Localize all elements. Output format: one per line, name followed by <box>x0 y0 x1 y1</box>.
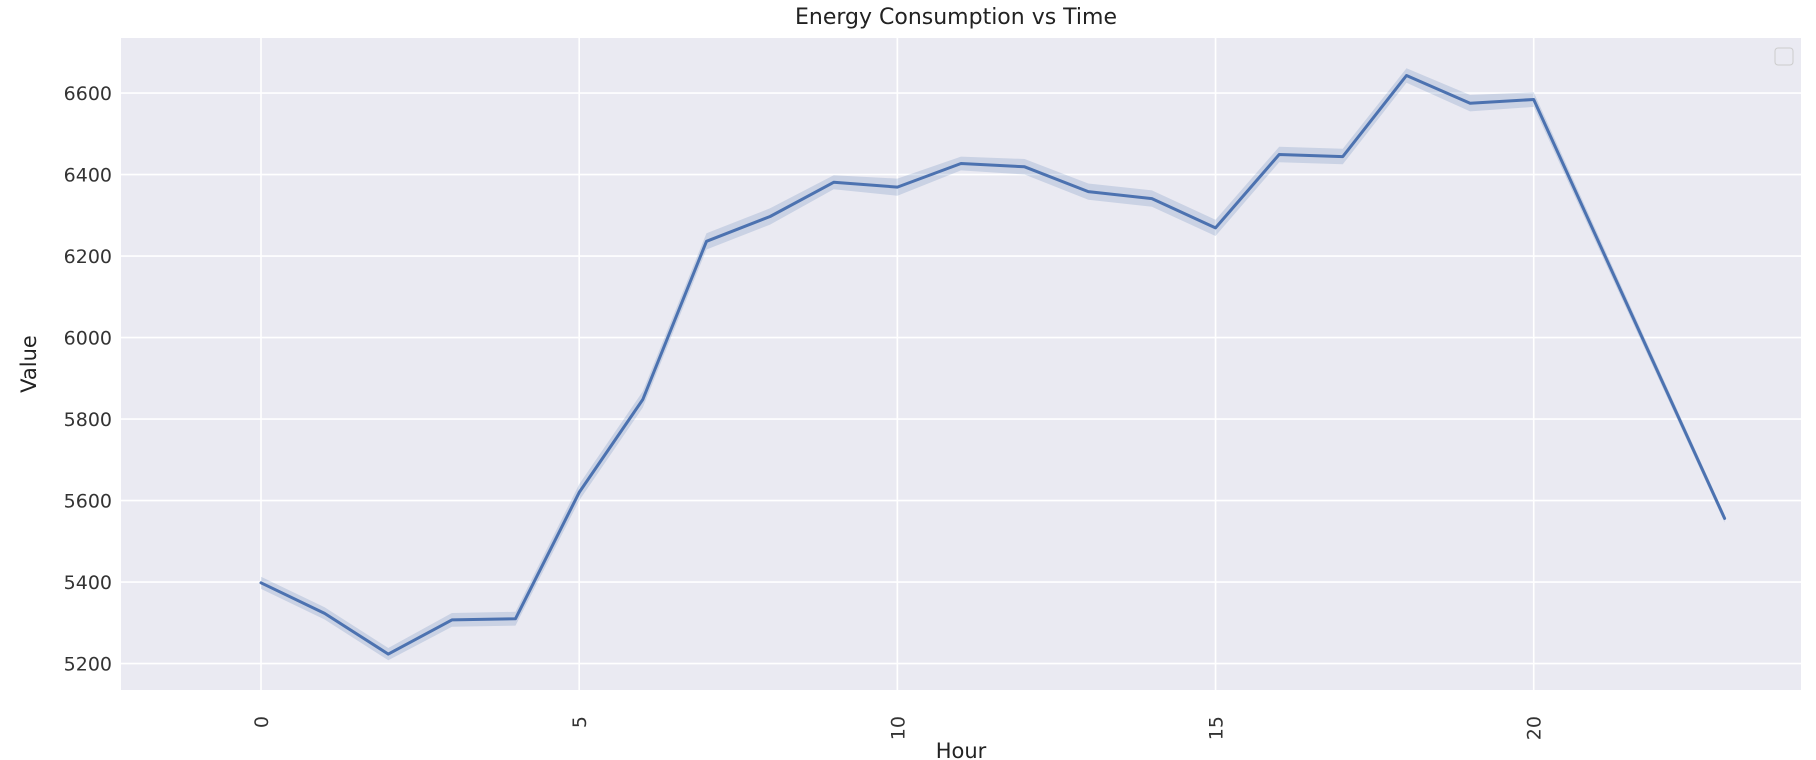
data-point-2 <box>386 652 390 656</box>
x-axis-title: Hour <box>936 739 987 760</box>
y-tick-labels: 5200 5400 5600 5800 6000 6200 6400 6600 <box>64 83 112 676</box>
y-tick-label-1: 5400 <box>64 572 112 594</box>
y-tick-label-4: 6000 <box>64 328 112 350</box>
data-point-14 <box>1150 197 1154 201</box>
data-point-10 <box>895 185 899 189</box>
data-point-12 <box>1023 165 1027 169</box>
x-tick-label-4: 20 <box>1524 716 1546 740</box>
data-point-8 <box>768 215 772 219</box>
data-point-15 <box>1214 226 1218 230</box>
data-point-1 <box>323 611 327 615</box>
data-point-5 <box>577 490 581 494</box>
data-point-17 <box>1341 155 1345 159</box>
data-point-21 <box>1723 516 1727 520</box>
data-point-3 <box>450 618 454 622</box>
data-point-18 <box>1405 74 1409 78</box>
data-point-11 <box>959 162 963 166</box>
series-line-layer <box>259 74 1727 656</box>
data-point-4 <box>514 617 518 621</box>
data-point-6 <box>641 398 645 402</box>
y-tick-label-3: 5800 <box>64 409 112 431</box>
series-line <box>259 74 1727 656</box>
data-point-16 <box>1277 153 1281 157</box>
legend-box <box>1774 47 1794 66</box>
y-tick-label-5: 6200 <box>64 246 112 268</box>
data-point-20 <box>1532 98 1536 102</box>
y-axis-title: Value <box>17 335 41 393</box>
y-tick-label-6: 6400 <box>64 165 112 187</box>
data-point-9 <box>832 180 836 184</box>
x-tick-labels: 0 5 10 15 20 <box>251 716 1546 740</box>
chart-title: Energy Consumption vs Time <box>795 5 1117 30</box>
grid-lines <box>121 38 1801 690</box>
data-point-7 <box>705 239 709 243</box>
y-tick-label-0: 5200 <box>64 654 112 676</box>
y-tick-label-2: 5600 <box>64 491 112 513</box>
data-point-13 <box>1086 190 1090 194</box>
data-point-0 <box>259 581 263 585</box>
data-point-19 <box>1468 101 1472 105</box>
x-tick-label-0: 0 <box>251 716 273 728</box>
x-tick-label-1: 5 <box>569 716 591 728</box>
x-tick-label-3: 15 <box>1206 716 1228 740</box>
x-tick-label-2: 10 <box>887 716 909 740</box>
y-tick-label-7: 6600 <box>64 83 112 105</box>
